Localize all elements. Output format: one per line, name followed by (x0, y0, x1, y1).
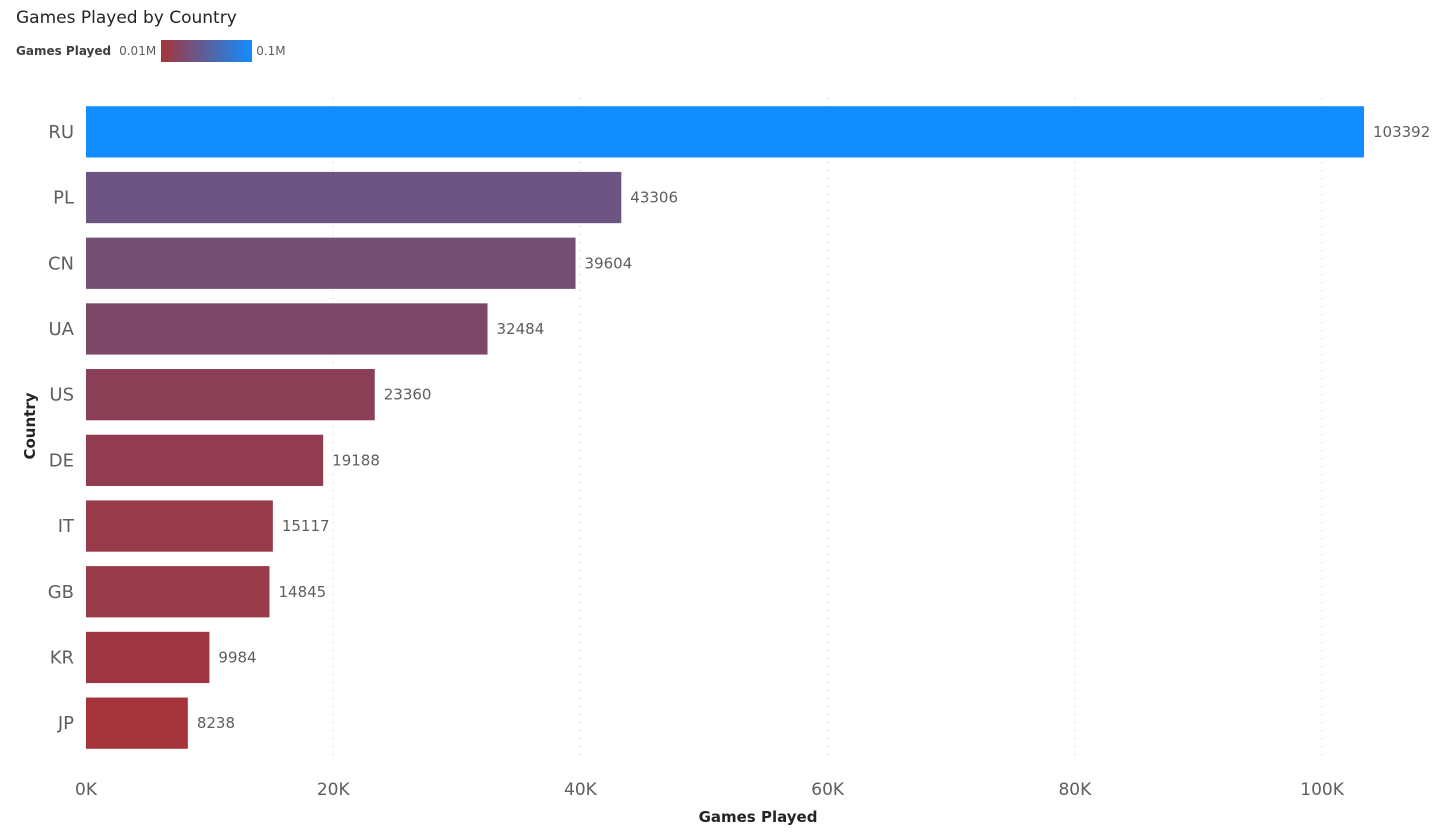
y-axis-title: Country (21, 392, 39, 459)
data-label: 8238 (197, 714, 235, 732)
data-label: 9984 (218, 648, 256, 666)
x-tick-label: 60K (811, 780, 845, 800)
category-label: UA (49, 319, 75, 340)
data-label: 19188 (332, 451, 380, 469)
legend-max-label: 0.1M (256, 44, 286, 58)
category-label: CN (48, 253, 74, 274)
color-legend: Games Played 0.01M 0.1M (16, 40, 286, 62)
data-label: 14845 (278, 583, 326, 601)
bar-kr[interactable] (86, 631, 210, 684)
category-label: US (49, 385, 74, 406)
category-label: GB (48, 582, 74, 603)
bar-jp[interactable] (86, 697, 188, 749)
bar-gb[interactable] (86, 566, 270, 618)
legend-gradient-bar (161, 40, 253, 62)
data-label: 39604 (585, 254, 633, 272)
bar-ua[interactable] (86, 303, 488, 355)
x-tick-label: 0K (75, 780, 98, 800)
legend-min-label: 0.01M (119, 44, 157, 58)
bar-us[interactable] (86, 369, 375, 421)
data-label: 23360 (384, 386, 432, 404)
x-tick-label: 80K (1058, 780, 1092, 800)
category-label: PL (53, 188, 74, 209)
category-label: JP (57, 713, 74, 734)
category-label: DE (49, 450, 74, 471)
bars (86, 106, 1364, 749)
legend-title: Games Played (16, 44, 112, 58)
category-label: RU (48, 122, 74, 143)
data-label: 15117 (282, 517, 330, 535)
gridlines (332, 98, 1323, 755)
category-label: IT (58, 516, 75, 537)
x-tick-label: 20K (317, 780, 351, 800)
bar-pl[interactable] (86, 171, 622, 224)
labels: 0K 20K 40K 60K 80K 100K RU 103392 PL 43306 CN 39604… (48, 122, 1431, 800)
category-label: KR (50, 647, 74, 668)
data-label: 43306 (630, 189, 678, 207)
bar-cn[interactable] (86, 237, 576, 289)
chart-title: Games Played by Country (16, 8, 237, 28)
bar-de[interactable] (86, 434, 324, 486)
data-label: 32484 (497, 320, 545, 338)
x-tick-label: 100K (1300, 780, 1344, 800)
x-axis-title: Games Played (699, 808, 818, 826)
bar-ru[interactable] (86, 106, 1364, 158)
data-label: 103392 (1373, 123, 1430, 141)
x-tick-label: 40K (564, 780, 598, 800)
bar-it[interactable] (86, 500, 273, 552)
